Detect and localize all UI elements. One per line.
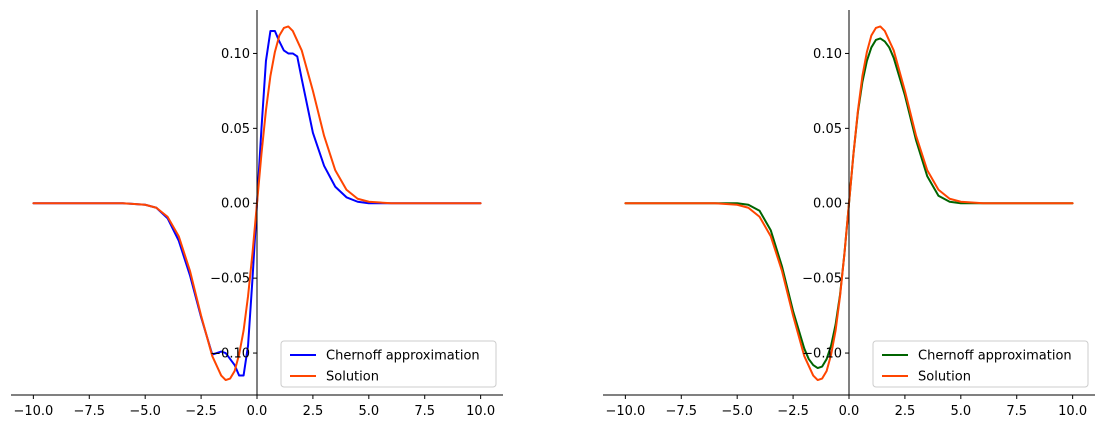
x-tick-label: 5.0 xyxy=(950,404,971,419)
x-tick-label: −2.5 xyxy=(185,404,217,419)
x-tick-label: 0.0 xyxy=(839,404,860,419)
legend-label: Chernoff approximation xyxy=(918,349,1072,364)
legend: Chernoff approximation Solution xyxy=(872,340,1089,388)
legend-label: Chernoff approximation xyxy=(326,349,480,364)
x-tick-label: 2.5 xyxy=(895,404,916,419)
x-tick-label: −5.0 xyxy=(129,404,161,419)
legend-label: Solution xyxy=(326,370,379,385)
y-tick-label: 0.00 xyxy=(813,197,842,212)
x-tick-label: −10.0 xyxy=(605,404,645,419)
x-tick-label: −10.0 xyxy=(13,404,53,419)
chart-left: −10.0 −7.5 −5.0 −2.5 0.0 2.5 5.0 7.5 10.0 −0.10 −0… xyxy=(11,10,503,419)
x-tick-label: 2.5 xyxy=(303,404,324,419)
x-tick-label: −2.5 xyxy=(777,404,809,419)
x-tick-label: −5.0 xyxy=(721,404,753,419)
y-tick-label: −0.10 xyxy=(210,347,250,362)
x-tick-label: 5.0 xyxy=(358,404,379,419)
legend-label: Solution xyxy=(918,370,971,385)
legend: Chernoff approximation Solution xyxy=(280,340,497,388)
y-tick-label: 0.05 xyxy=(221,122,250,137)
x-tick-label: −7.5 xyxy=(665,404,697,419)
x-tick-label: −7.5 xyxy=(73,404,105,419)
legend-box xyxy=(280,340,497,388)
legend-box xyxy=(872,340,1089,388)
chart-right: −10.0 −7.5 −5.0 −2.5 0.0 2.5 5.0 7.5 10.0 −0.10 −0… xyxy=(603,10,1095,419)
y-tick-label: 0.10 xyxy=(221,47,250,62)
x-tick-label: 0.0 xyxy=(247,404,268,419)
y-tick-label: −0.10 xyxy=(802,347,842,362)
x-tick-label: 7.5 xyxy=(1006,404,1027,419)
y-tick-label: 0.10 xyxy=(813,47,842,62)
y-tick-label: −0.05 xyxy=(802,272,842,287)
x-tick-label: 10.0 xyxy=(1058,404,1087,419)
x-tick-label: 7.5 xyxy=(414,404,435,419)
y-tick-label: 0.00 xyxy=(221,197,250,212)
y-tick-label: 0.05 xyxy=(813,122,842,137)
x-tick-label: 10.0 xyxy=(466,404,495,419)
y-tick-label: −0.05 xyxy=(210,272,250,287)
